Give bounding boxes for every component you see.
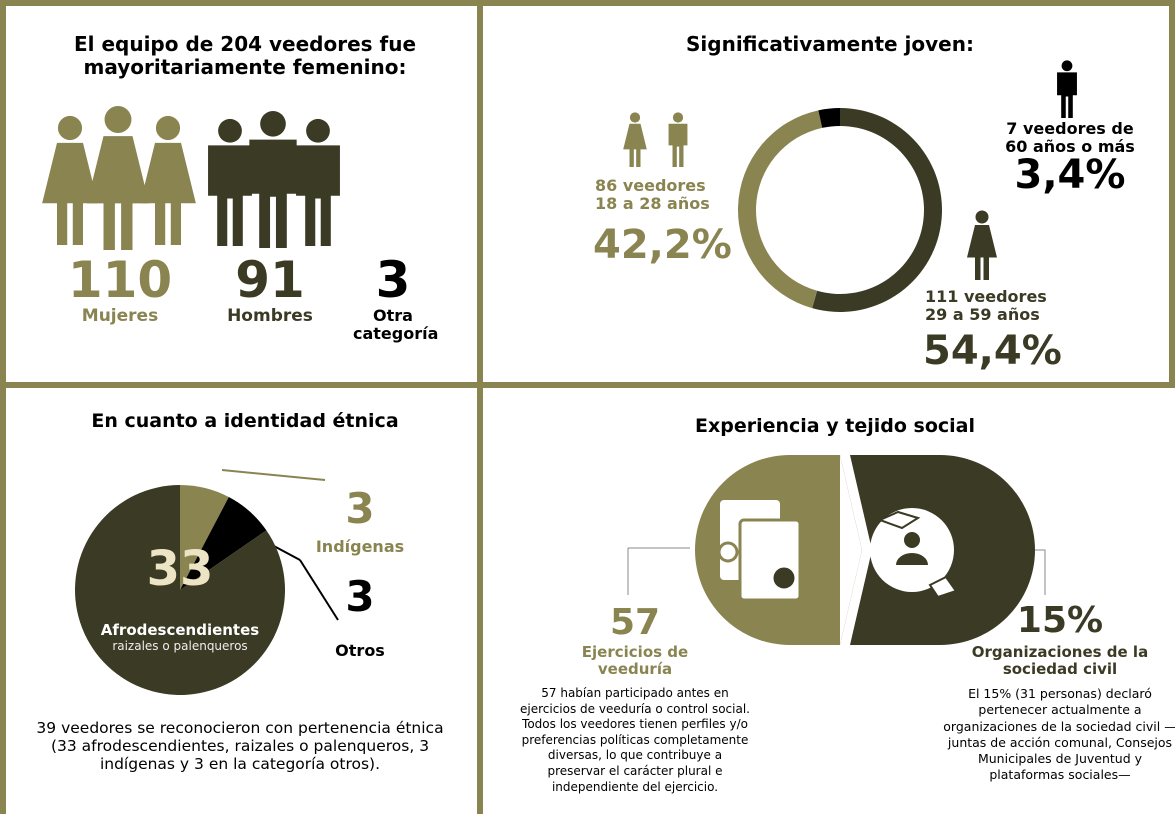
afro-value: 33 [146,541,214,597]
pie-slice [180,497,267,590]
donut-segment [818,108,840,128]
exp-label: Organizaciones de la sociedad civil [971,643,1149,679]
age-value: 42,2% [593,222,732,268]
age-value: 3,4% [1014,152,1126,198]
person-icon [104,106,132,133]
experience-title: Experiencia y tejido social [695,415,975,437]
age-title: Significativamente joven: [686,32,974,56]
person-icon [208,145,252,246]
age-label: 111 veedores 29 a 59 años [925,287,1047,325]
other-label: Otra categoría [353,306,439,344]
person-icon [249,139,297,248]
other-label: Otros [335,641,385,660]
person-icon [218,118,242,143]
exp-value: 57 [609,602,661,643]
age-label: 86 veedores 18 a 28 años [595,176,710,214]
person-icon [623,123,647,167]
donut-segment [738,110,823,309]
person-icon [42,142,98,245]
person-icon [86,136,150,250]
women-count: 110 [67,251,173,309]
person-icon [155,115,181,141]
person-icon [629,112,641,123]
exp-text: El 15% (31 personas) declaró pertenecer … [943,686,1175,783]
indig-label: Indígenas [315,537,405,556]
exp-value: 15% [1016,600,1104,641]
person-icon [260,110,286,137]
ethnic-title: En cuanto a identidad étnica [91,410,399,432]
pie-slice [180,485,229,590]
age-label: 7 veedores de 60 años o más [1005,119,1135,157]
men-count: 91 [235,251,305,309]
afro-note: raizales o palenqueros [112,639,248,653]
exp-label: Ejercicios de veeduría [581,643,689,679]
age-value: 54,4% [923,328,1062,374]
person-icon [306,118,330,143]
person-icon [140,142,196,245]
other-count: 3 [375,251,411,309]
ethnic-note: 39 veedores se reconocieron con pertenen… [36,719,444,773]
person-icon [967,225,997,280]
person-icon [57,115,83,141]
exp-text: 57 habían participado antes en ejercicio… [520,686,750,794]
person-icon [296,145,340,246]
person-icon [1057,72,1077,118]
person-icon [975,210,989,224]
gender-title: El equipo de 204 veedores fue mayoritari… [73,32,417,79]
person-icon [1061,60,1073,72]
women-label: Mujeres [81,306,159,326]
men-label: Hombres [227,306,313,326]
pie-slice [75,485,285,695]
person-icon [672,112,684,123]
afro-label: Afrodescendientes [100,621,260,639]
other-value: 3 [345,572,375,621]
indig-value: 3 [345,484,375,533]
donut-segment [812,108,942,312]
person-icon [668,123,688,167]
